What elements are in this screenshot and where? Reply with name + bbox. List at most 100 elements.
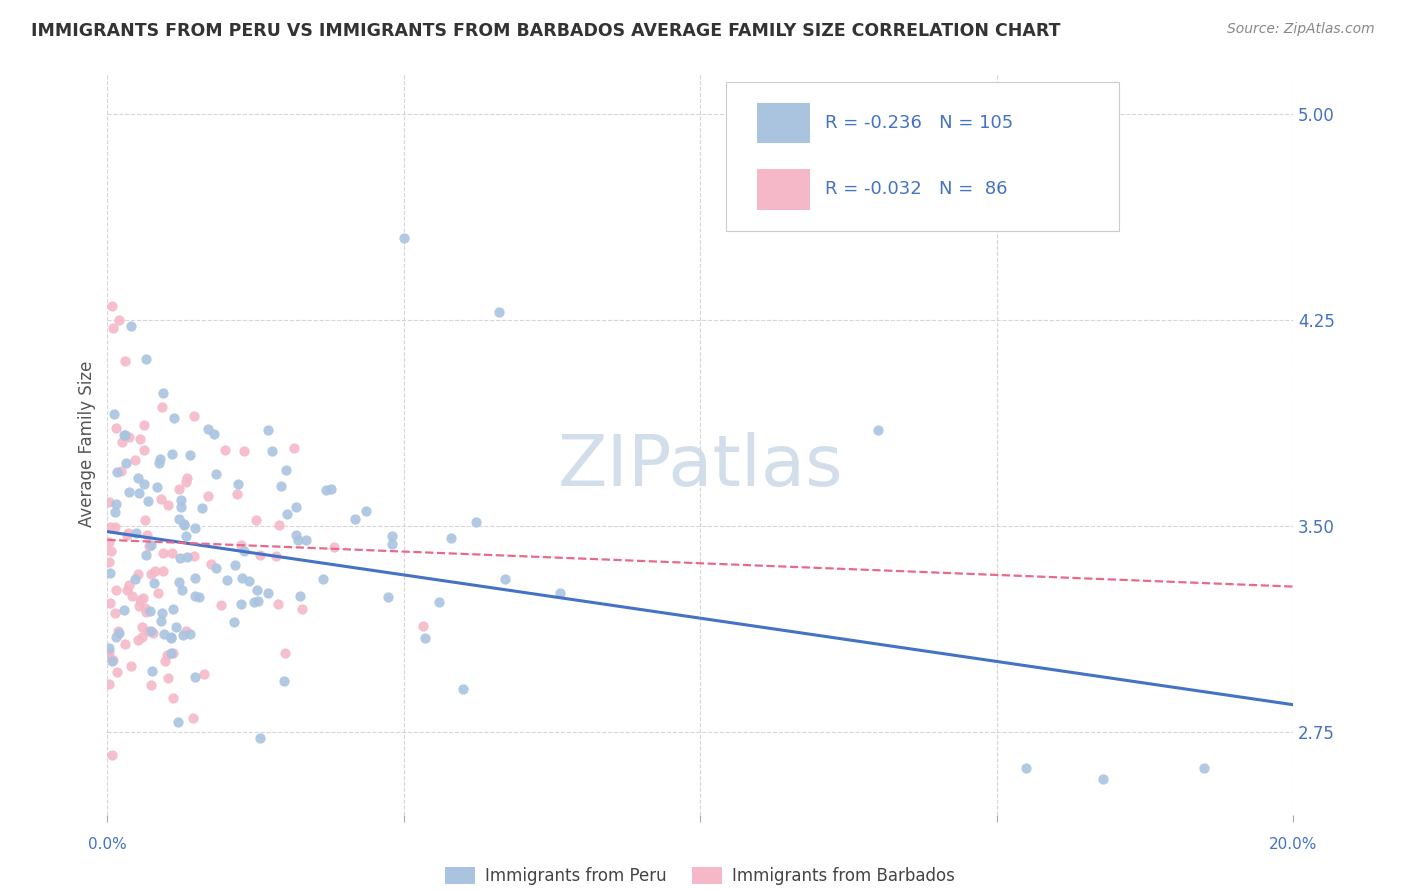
Point (173, 517, 195, 532)
Point (354, 504, 377, 518)
FancyBboxPatch shape (727, 82, 1119, 231)
Point (118, 485, 141, 500)
Point (150, 400, 173, 414)
Point (190, 501, 212, 516)
Point (287, 533, 309, 547)
Point (135, 548, 157, 562)
Point (146, 586, 169, 600)
Point (343, 511, 366, 525)
Point (231, 571, 253, 585)
Point (105, 465, 128, 479)
Text: 20.0%: 20.0% (1268, 837, 1317, 852)
FancyBboxPatch shape (756, 169, 810, 211)
Point (197, 489, 219, 503)
Point (132, 418, 155, 433)
Point (205, 467, 228, 482)
Point (98, 520, 121, 534)
Point (108, 313, 131, 327)
Point (290, 589, 312, 603)
Point (98, 649, 121, 664)
Text: IMMIGRANTS FROM PERU VS IMMIGRANTS FROM BARBADOS AVERAGE FAMILY SIZE CORRELATION: IMMIGRANTS FROM PERU VS IMMIGRANTS FROM … (31, 22, 1060, 40)
Point (150, 615, 173, 629)
Point (179, 627, 201, 641)
Point (184, 571, 207, 585)
Point (273, 673, 295, 688)
Point (141, 664, 163, 678)
Point (134, 601, 156, 615)
Point (285, 528, 308, 542)
Point (162, 601, 184, 615)
Point (107, 624, 129, 638)
Point (169, 483, 191, 497)
Point (148, 456, 170, 470)
Point (183, 549, 205, 563)
Point (152, 386, 174, 401)
Point (115, 528, 138, 542)
Point (114, 354, 136, 368)
Point (160, 647, 183, 661)
Text: R = -0.032   N =  86: R = -0.032 N = 86 (825, 180, 1007, 198)
Point (103, 321, 125, 335)
Text: Source: ZipAtlas.com: Source: ZipAtlas.com (1227, 22, 1375, 37)
Point (124, 572, 146, 586)
Point (257, 585, 280, 599)
Point (139, 604, 162, 618)
Point (188, 590, 211, 604)
Point (141, 538, 163, 552)
Point (322, 541, 344, 555)
Point (98, 676, 121, 690)
Point (183, 409, 205, 424)
Point (117, 526, 139, 541)
Point (112, 602, 135, 616)
Point (170, 492, 193, 507)
Point (209, 598, 232, 612)
Point (98, 596, 121, 610)
FancyBboxPatch shape (756, 103, 810, 144)
Point (146, 480, 169, 494)
Point (98, 495, 121, 509)
Legend: Immigrants from Peru, Immigrants from Barbados: Immigrants from Peru, Immigrants from Ba… (439, 860, 962, 891)
Point (162, 410, 184, 425)
Point (256, 423, 278, 437)
Point (104, 505, 127, 519)
Point (392, 231, 415, 245)
Point (149, 491, 172, 506)
Point (143, 564, 166, 578)
Point (114, 637, 136, 651)
Point (105, 665, 128, 679)
Point (121, 589, 143, 603)
Point (103, 606, 125, 620)
Point (1015, 761, 1038, 775)
Point (232, 544, 254, 558)
Point (247, 594, 270, 608)
Point (381, 537, 404, 551)
Point (172, 628, 194, 642)
Point (167, 574, 190, 589)
Point (228, 477, 250, 491)
Point (125, 526, 148, 541)
Point (156, 498, 179, 512)
Point (129, 593, 152, 607)
Point (160, 631, 183, 645)
Point (179, 448, 201, 462)
Point (165, 620, 187, 634)
Point (101, 300, 124, 314)
Point (267, 598, 290, 612)
Point (193, 666, 215, 681)
Point (135, 605, 157, 619)
Point (200, 557, 222, 571)
Point (127, 567, 149, 582)
Point (157, 671, 180, 685)
Point (128, 486, 150, 500)
Point (214, 442, 236, 457)
Point (101, 653, 124, 667)
Point (108, 626, 131, 640)
Point (128, 432, 150, 446)
Point (159, 630, 181, 644)
Point (120, 319, 142, 334)
Point (118, 578, 141, 592)
Point (162, 447, 184, 461)
Point (162, 690, 184, 705)
Point (381, 529, 404, 543)
Point (224, 615, 246, 630)
